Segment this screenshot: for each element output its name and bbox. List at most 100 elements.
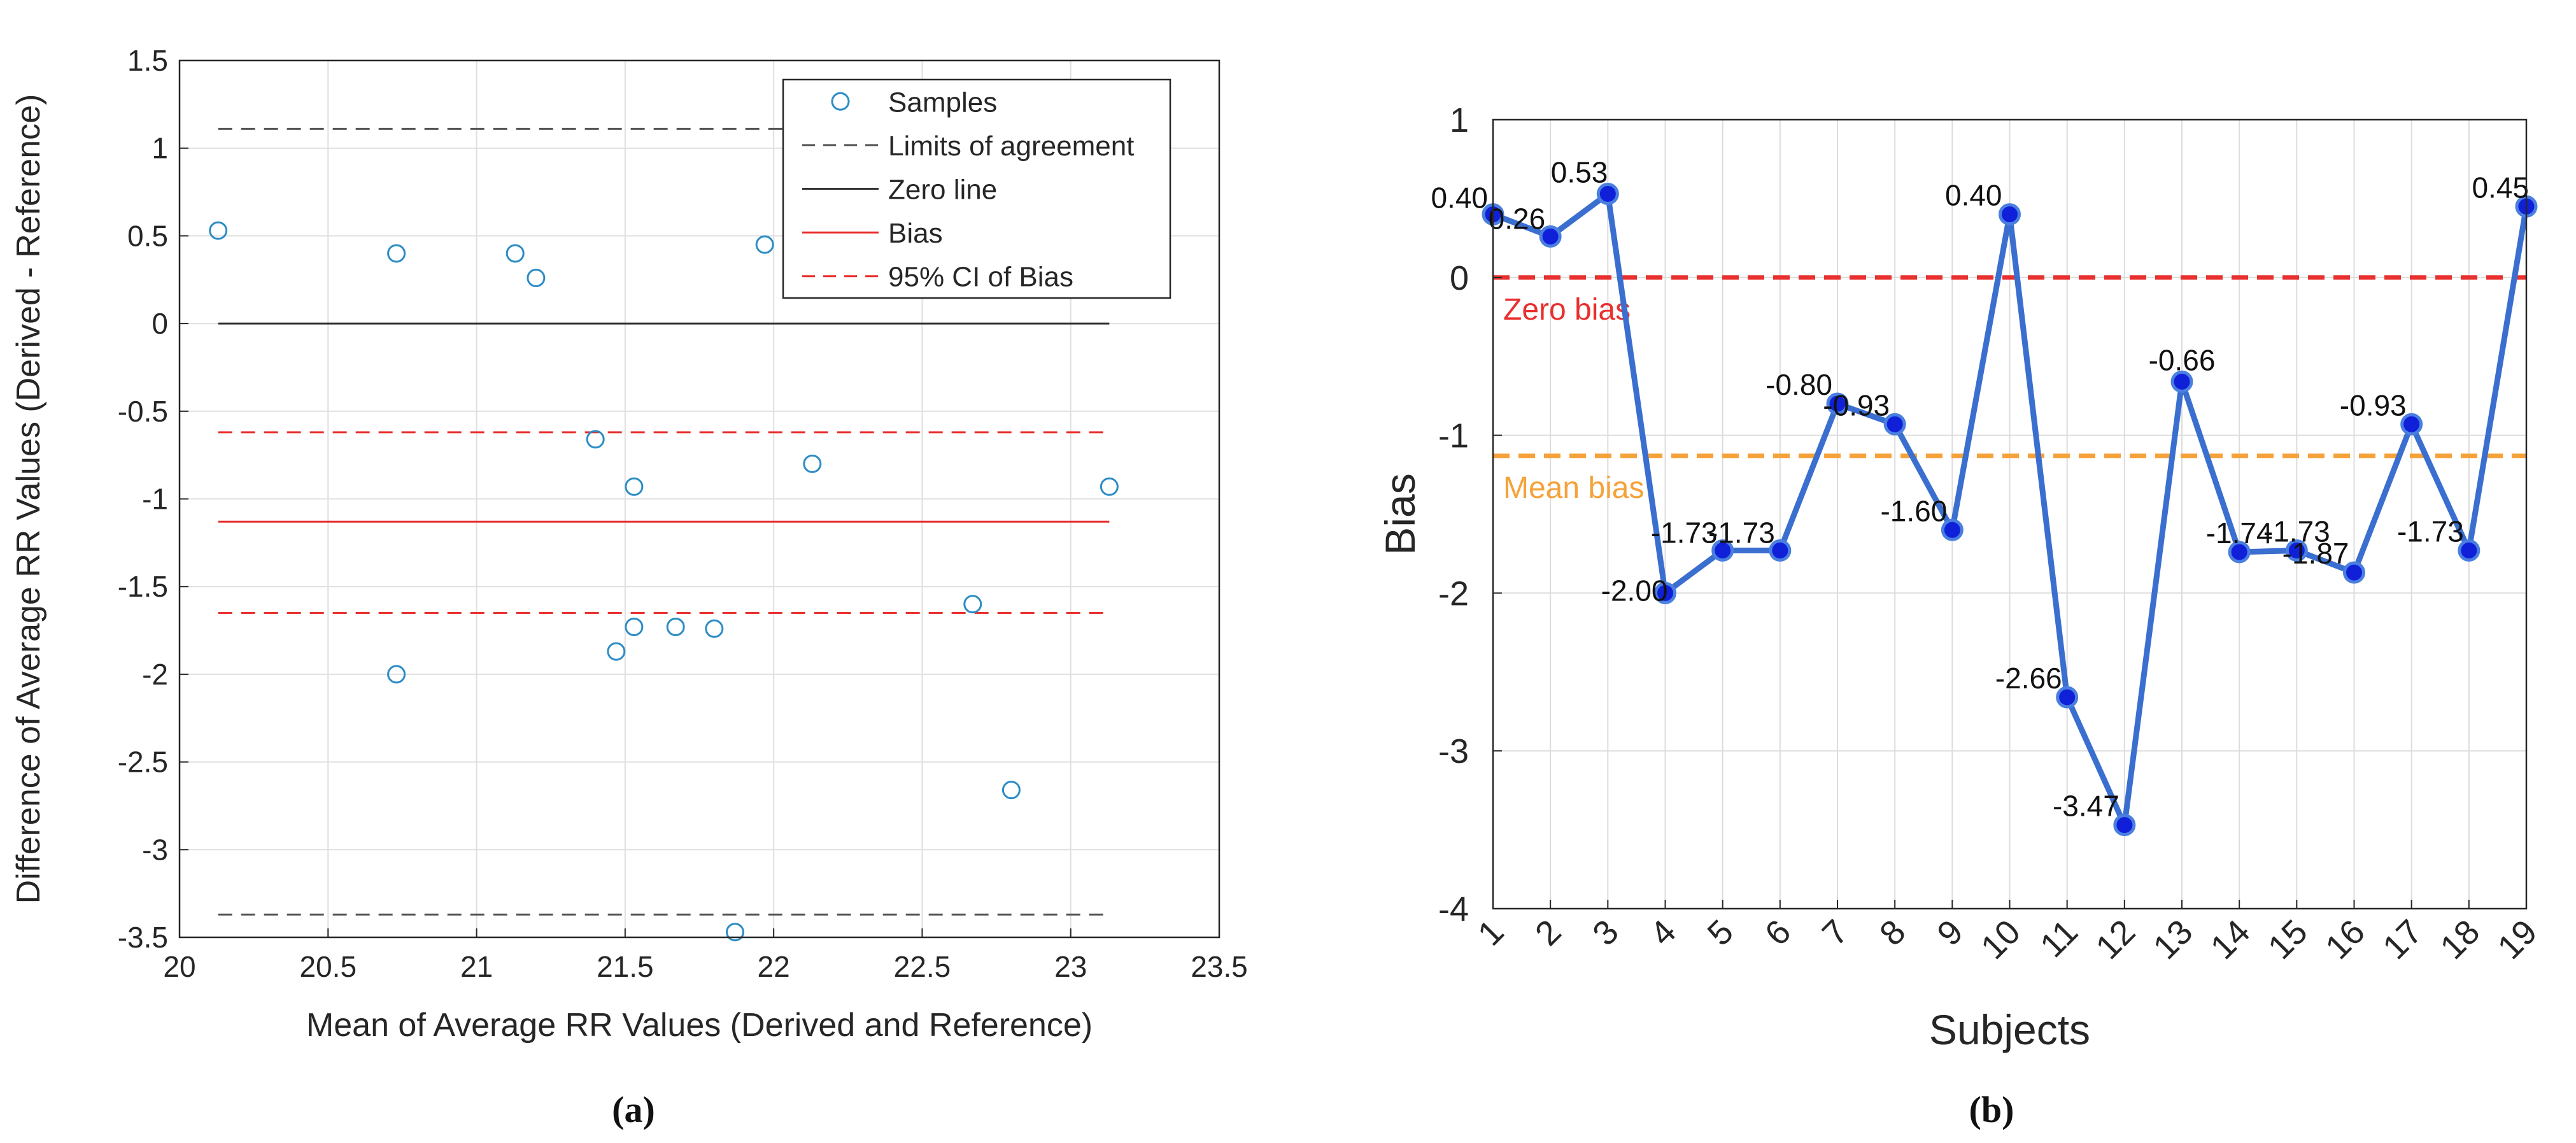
panel-a-y-tick-label: -1.5 xyxy=(118,570,168,603)
panel-b-data-point xyxy=(1596,182,1619,205)
panel-b-data-label: -1.73 xyxy=(1651,516,1718,549)
panel-b-y-tick-label: -3 xyxy=(1438,732,1469,770)
panel-b-data-point xyxy=(2056,686,2079,709)
panel-a-sample-point xyxy=(963,595,982,614)
panel-a-x-tick-label: 22 xyxy=(758,950,790,983)
panel-b-data-point xyxy=(2343,561,2365,584)
panel-a-caption: (a) xyxy=(612,1089,655,1130)
panel-a-y-tick-label: -2.5 xyxy=(118,746,168,779)
panel-b-mean-bias-label: Mean bias xyxy=(1503,471,1644,505)
panel-b-reference-lines: Zero bias Mean bias xyxy=(1493,275,2526,505)
panel-a-sample-point xyxy=(803,454,822,473)
panel-b-data-label: -1.73 xyxy=(2263,515,2330,548)
panel-b-data-label: 0.53 xyxy=(1551,155,1608,188)
panel-b-data-point xyxy=(1941,518,1964,541)
panel-a-legend-entry: Limits of agreement xyxy=(888,131,1134,162)
panel-b-data-label: -2.66 xyxy=(1995,662,2062,695)
panel-b-data-label: 0.40 xyxy=(1945,179,2002,212)
panel-b-data-label: 0.45 xyxy=(2472,171,2529,204)
panel-a-x-tick-label: 20.5 xyxy=(300,950,357,983)
panel-b-x-tick-label: 2 xyxy=(1528,912,1569,953)
panel-a-sample-point xyxy=(527,268,546,287)
panel-a-sample-point xyxy=(607,642,626,661)
panel-b-x-tick-label: 16 xyxy=(2318,912,2372,967)
panel-a-sample-point xyxy=(755,235,774,254)
panel-b-data-label: -3.47 xyxy=(2053,790,2120,823)
panel-b-x-tick-label: 18 xyxy=(2433,912,2487,967)
panel-b-x-tick-label: 7 xyxy=(1815,912,1856,953)
panel-a-y-tick-label: -1 xyxy=(142,483,168,516)
panel-a-sample-point xyxy=(725,923,744,942)
panel-b-y-tick-label: -4 xyxy=(1438,890,1469,928)
panel-b-data-label: 0.40 xyxy=(1431,181,1488,215)
panel-b-data-point xyxy=(1539,225,1562,248)
panel-a-x-tick-label: 21.5 xyxy=(597,950,654,983)
panel-b-data-point xyxy=(2228,541,2251,564)
panel-a-y-tick-label: 0 xyxy=(152,307,168,340)
panel-a-bland-altman: 20 20.5 21 21.5 22 22.5 23 23.5 1.5 1 0.5 0 -0.5 -1 -1… xyxy=(10,44,1248,1130)
panel-b-data-point xyxy=(2113,814,2136,837)
panel-b-x-tick-label: 12 xyxy=(2088,912,2142,967)
panel-b-y-tick-label: 1 xyxy=(1450,101,1469,139)
panel-b-data-point xyxy=(2458,539,2480,562)
panel-b-axes-box xyxy=(1492,118,2528,910)
panel-a-x-tick-label: 21 xyxy=(460,950,493,983)
panel-b-x-tick-label: 3 xyxy=(1585,912,1626,953)
panel-b-data-labels: 0.400.260.53-2.00-1.73-1.73-0.80-0.93-1.… xyxy=(1431,155,2529,822)
panel-b-x-tick-label: 1 xyxy=(1471,912,1511,953)
panel-a-x-tick-label: 23.5 xyxy=(1191,950,1248,983)
panel-a-sample-point xyxy=(506,244,525,263)
panel-a-y-tick-label: -3 xyxy=(142,833,168,866)
panel-b-data-point xyxy=(2400,413,2423,436)
panel-b-data-label: -1.74 xyxy=(2206,516,2273,550)
panel-a-x-tick-label: 23 xyxy=(1054,950,1087,983)
panel-b-data-point xyxy=(2170,370,2193,393)
panel-b-data-label: -0.66 xyxy=(2149,343,2216,376)
panel-a-y-tick-label: 1 xyxy=(152,132,168,165)
panel-a-legend-marker-samples xyxy=(831,92,850,111)
panel-b-data-label: -1.87 xyxy=(2282,537,2349,570)
panel-b-data-point xyxy=(2285,539,2308,562)
panel-a-sample-point xyxy=(705,619,724,638)
panel-b-x-tick-label: 8 xyxy=(1872,912,1913,953)
panel-b-data-label: -0.93 xyxy=(2340,388,2407,422)
panel-a-y-tick-label: 0.5 xyxy=(127,219,168,252)
panel-a-ticks: 20 20.5 21 21.5 22 22.5 23 23.5 1.5 1 0.5 0 -0.5 -1 -1… xyxy=(118,44,1248,983)
panel-a-sample-point xyxy=(625,618,644,637)
panel-a-sample-point xyxy=(586,430,605,449)
panel-a-y-tick-label: -2 xyxy=(142,658,168,691)
panel-a-sample-point xyxy=(209,221,228,240)
panel-a-sample-point xyxy=(666,618,685,637)
panel-b-data-point xyxy=(1883,413,1906,436)
panel-b-data-label: -1.73 xyxy=(1708,516,1775,549)
panel-b-y-tick-label: 0 xyxy=(1450,259,1469,297)
panel-b-data-label: -1.73 xyxy=(2397,515,2464,548)
panel-b-data-point xyxy=(1711,539,1734,562)
panel-b-x-tick-label: 11 xyxy=(2033,912,2085,965)
panel-a-axes-box xyxy=(178,59,1221,939)
panel-b-x-tick-label: 5 xyxy=(1700,912,1741,953)
panel-b-x-axis-label: Subjects xyxy=(1929,1006,2090,1053)
panel-a-sample-point xyxy=(1001,781,1021,800)
panel-b-data-label: -0.93 xyxy=(1823,388,1890,422)
panel-a-sample-point xyxy=(387,244,406,263)
panel-a-x-axis-label: Mean of Average RR Values (Derived and R… xyxy=(306,1007,1093,1044)
panel-b-x-tick-label: 9 xyxy=(1930,912,1971,953)
panel-a-y-axis-label: Difference of Average RR Values (Derived… xyxy=(10,94,47,904)
panel-b-data-label: -2.00 xyxy=(1601,574,1668,607)
panel-b-series xyxy=(1482,182,2538,837)
panel-b-x-tick-label: 4 xyxy=(1643,912,1683,953)
panel-b-data-label: -1.60 xyxy=(1880,494,1947,527)
panel-b-x-tick-label: 19 xyxy=(2491,912,2545,967)
panel-b-y-tick-label: -2 xyxy=(1438,574,1469,613)
panel-a-sample-point xyxy=(1100,477,1119,496)
panel-b-x-tick-label: 10 xyxy=(1974,912,2028,967)
panel-a-y-tick-label: -0.5 xyxy=(118,395,168,428)
panel-a-y-tick-label: 1.5 xyxy=(127,44,168,77)
panel-a-samples xyxy=(209,221,1119,942)
panel-b-x-tick-label: 13 xyxy=(2146,912,2200,967)
panel-a-y-tick-label: -3.5 xyxy=(118,921,168,954)
panel-a-x-tick-label: 20 xyxy=(163,950,195,983)
